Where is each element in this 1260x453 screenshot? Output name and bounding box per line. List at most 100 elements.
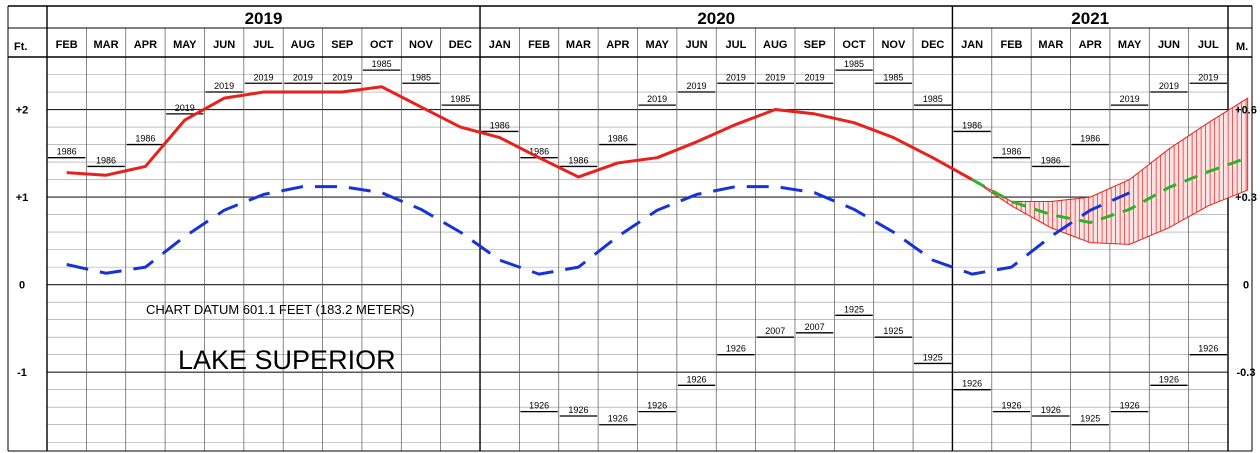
record-high-year-label: 2019	[1159, 81, 1179, 91]
month-label: OCT	[370, 39, 394, 51]
year-label: 2021	[1071, 9, 1109, 28]
month-label: FEB	[528, 39, 550, 51]
record-low-year-label: 2007	[805, 322, 825, 332]
month-label: APR	[134, 39, 157, 51]
grid	[7, 5, 1253, 452]
record-high-year-label: 2019	[726, 72, 746, 82]
meter-tick-label: 0	[1243, 280, 1249, 292]
month-label: MAY	[1118, 39, 1142, 51]
month-label: NOV	[881, 39, 906, 51]
year-label: 2020	[697, 9, 735, 28]
record-high-year-label: 1986	[962, 120, 982, 130]
record-high-year-label: 2019	[805, 72, 825, 82]
year-label: 2019	[245, 9, 283, 28]
month-label: AUG	[291, 39, 315, 51]
record-low-year-label: 1926	[608, 414, 628, 424]
record-high-year-label: 2019	[293, 72, 313, 82]
record-low-year-label: 1925	[883, 326, 903, 336]
record-high-year-label: 1985	[450, 94, 470, 104]
feet-tick-label: +2	[16, 105, 29, 117]
record-high-year-label: 2019	[1198, 72, 1218, 82]
tick-labels: +2 +1 0 -1 +0.6 +0.3 0 -0.3	[16, 105, 1257, 380]
month-label: FEB	[56, 39, 78, 51]
month-label: SEP	[331, 39, 353, 51]
record-high-year-label: 1986	[608, 134, 628, 144]
record-high-year-label: 2019	[175, 103, 195, 113]
record-low-year-label: 1926	[1041, 405, 1061, 415]
chart-title: LAKE SUPERIOR	[178, 345, 396, 375]
record-low-year-label: 1926	[647, 401, 667, 411]
record-low-year-label: 1926	[687, 374, 707, 384]
month-label: OCT	[842, 39, 866, 51]
record-high-year-label: 2019	[647, 94, 667, 104]
month-label: MAR	[1038, 39, 1063, 51]
record-low-year-label: 2007	[765, 326, 785, 336]
month-label: MAR	[94, 39, 119, 51]
record-high-year-label: 1986	[490, 120, 510, 130]
record-high-year-label: 2019	[214, 81, 234, 91]
series-line-1	[66, 185, 1131, 276]
month-label: FEB	[1000, 39, 1022, 51]
month-label: JUN	[1158, 39, 1180, 51]
month-label: MAR	[566, 39, 591, 51]
series-line-0	[66, 85, 973, 181]
record-high-year-label: 1985	[372, 59, 392, 69]
month-label: JUL	[726, 39, 747, 51]
record-low-year-label: 1926	[568, 405, 588, 415]
month-label: DEC	[921, 39, 944, 51]
record-high-year-label: 2019	[1120, 94, 1140, 104]
record-low-year-label: 1926	[962, 379, 982, 389]
feet-tick-label: -1	[17, 367, 27, 379]
month-label: AUG	[763, 39, 787, 51]
month-label: JAN	[489, 39, 511, 51]
record-low-year-label: 1926	[1001, 401, 1021, 411]
record-high-year-label: 1986	[1001, 147, 1021, 157]
forecast-range-band	[971, 97, 1249, 245]
record-high-year-label: 1985	[883, 72, 903, 82]
record-low-year-label: 1926	[726, 344, 746, 354]
month-label: SEP	[804, 39, 826, 51]
record-low-year-label: 1926	[1198, 344, 1218, 354]
month-label: JAN	[961, 39, 983, 51]
meter-tick-label: +0.6	[1235, 105, 1257, 117]
month-label: APR	[1079, 39, 1102, 51]
record-high-year-label: 1985	[923, 94, 943, 104]
right-unit-label: M.	[1236, 41, 1248, 53]
month-label: APR	[606, 39, 629, 51]
month-label: JUL	[253, 39, 274, 51]
record-high-year-label: 2019	[332, 72, 352, 82]
record-low-year-label: 1925	[923, 352, 943, 362]
record-low-year-label: 1925	[844, 304, 864, 314]
record-high-year-label: 1986	[135, 134, 155, 144]
record-high-year-label: 1985	[411, 72, 431, 82]
feet-tick-label: 0	[19, 280, 25, 292]
record-high-year-label: 2019	[765, 72, 785, 82]
record-high-year-label: 1986	[529, 147, 549, 157]
record-low-year-label: 1926	[1120, 401, 1140, 411]
record-high-year-label: 1986	[96, 155, 116, 165]
month-label: NOV	[409, 39, 434, 51]
record-high-year-label: 2019	[687, 81, 707, 91]
month-label: JUN	[686, 39, 708, 51]
record-high-year-label: 2019	[254, 72, 274, 82]
record-high-year-label: 1985	[844, 59, 864, 69]
record-high-year-label: 1986	[57, 147, 77, 157]
month-label: MAY	[645, 39, 669, 51]
month-label: DEC	[449, 39, 472, 51]
left-unit-label: Ft.	[14, 41, 27, 53]
record-low-year-label: 1926	[529, 401, 549, 411]
record-high-year-label: 1986	[1041, 155, 1061, 165]
record-low-year-label: 1926	[1159, 374, 1179, 384]
month-label: MAY	[173, 39, 197, 51]
series-line-2	[971, 156, 1249, 224]
record-high-year-label: 1986	[568, 155, 588, 165]
month-label: JUN	[213, 39, 235, 51]
month-label: JUL	[1198, 39, 1219, 51]
meter-tick-label: +0.3	[1235, 192, 1257, 204]
chart-datum-note: CHART DATUM 601.1 FEET (183.2 METERS)	[146, 302, 415, 317]
record-markers: 1986 1986 1986 2019 2019 2019 2019 2019 1985 1985…	[48, 59, 1227, 426]
record-high-year-label: 1986	[1080, 134, 1100, 144]
feet-tick-label: +1	[16, 192, 29, 204]
